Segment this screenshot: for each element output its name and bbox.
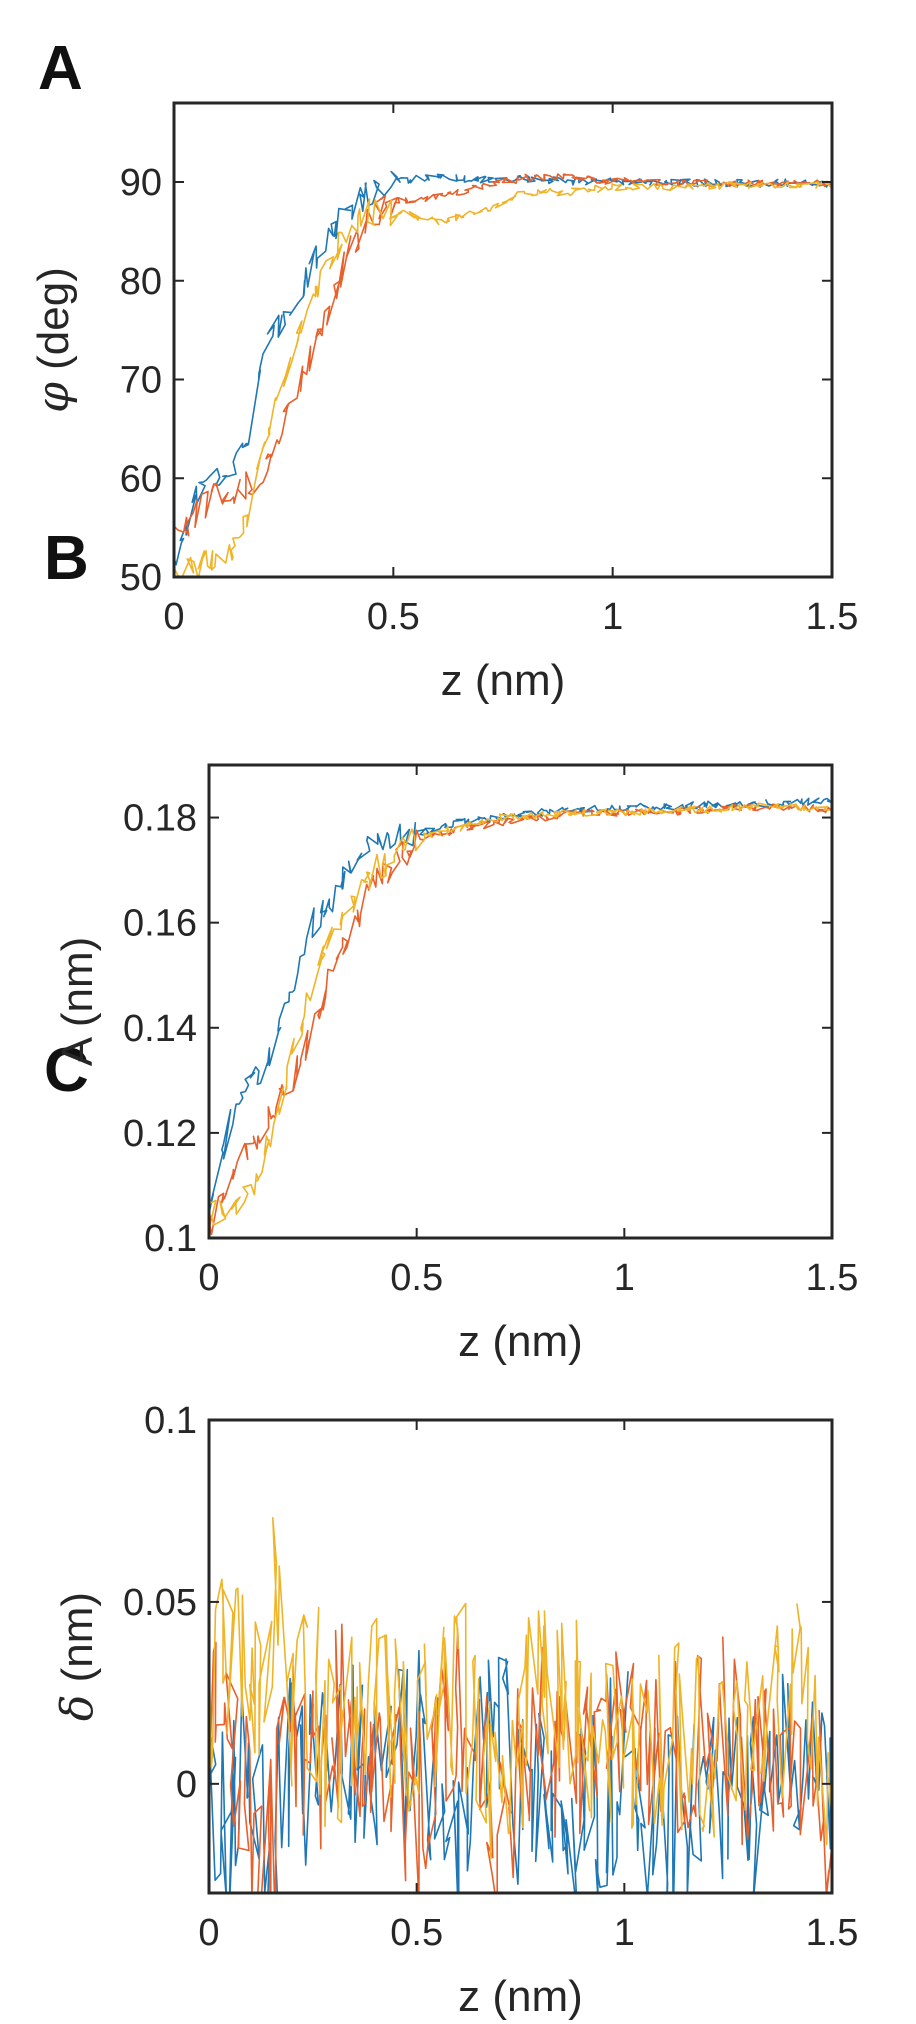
y-axis-symbol: φ <box>28 382 79 413</box>
y-tick-label: 80 <box>120 261 162 303</box>
x-tick-label: 0 <box>198 1912 219 1954</box>
y-tick-label: 0 <box>176 1764 197 1806</box>
y-tick-label: 0.05 <box>123 1582 197 1624</box>
x-tick-label: 0 <box>163 596 184 638</box>
panel-label-b: B <box>44 524 89 593</box>
series-line-1 <box>209 797 832 1214</box>
series-line-1 <box>174 170 829 566</box>
y-tick-label: 0.14 <box>123 1008 197 1050</box>
x-tick-label: 1 <box>614 1257 635 1299</box>
x-axis-label: z (nm) <box>458 1972 583 2021</box>
y-tick-label: 90 <box>120 162 162 204</box>
chart-a: 0 0.5 1 1.5 50 60 70 80 90 z (nm) φ (deg) <box>28 101 859 705</box>
x-axis-label: z (nm) <box>458 1317 583 1366</box>
y-axis-label: δ (nm) <box>52 1592 103 1721</box>
x-tick-label: 0.5 <box>390 1257 443 1299</box>
y-axis-unit: (nm) <box>53 937 102 1040</box>
y-tick-label: 0.18 <box>123 798 197 840</box>
series-line-2 <box>209 803 832 1236</box>
y-tick-label: 0.1 <box>144 1218 197 1260</box>
axes-box <box>207 763 834 1240</box>
x-tick-label: 1 <box>614 1912 635 1954</box>
panel-label-c: C <box>44 1036 89 1105</box>
series-line-3 <box>209 1517 832 1860</box>
y-axis-symbol: A <box>53 1036 102 1066</box>
y-tick-label: 60 <box>120 458 162 500</box>
series-line-3 <box>174 180 832 577</box>
chart-c: 0 0.5 1 1.5 0 0.05 0.1 z (nm) δ (nm) <box>52 1400 858 2021</box>
y-tick-label: 70 <box>120 360 162 402</box>
y-axis-label: A (nm) <box>53 937 102 1067</box>
chart-b: 0 0.5 1 1.5 0.1 0.12 0.14 0.16 0.18 z (nm) A (nm) <box>53 763 859 1366</box>
y-axis-symbol: δ <box>52 1695 103 1722</box>
x-tick-label: 1 <box>602 596 623 638</box>
series-line-3 <box>209 802 832 1226</box>
x-axis-label: z (nm) <box>441 656 566 705</box>
y-axis-label: φ (deg) <box>28 267 79 413</box>
x-tick-label: 0 <box>198 1257 219 1299</box>
panel-label-a: A <box>38 34 83 103</box>
x-tick-label: 1.5 <box>806 1257 859 1299</box>
x-tick-label: 0.5 <box>367 596 420 638</box>
y-tick-label: 0.1 <box>144 1400 197 1442</box>
x-tick-label: 1.5 <box>806 1912 859 1954</box>
y-axis-unit: (deg) <box>29 267 78 382</box>
axes-box <box>172 101 834 579</box>
x-tick-label: 0.5 <box>390 1912 443 1954</box>
x-tick-label: 1.5 <box>806 596 859 638</box>
y-tick-label: 0.12 <box>123 1113 197 1155</box>
y-tick-label: 0.16 <box>123 903 197 945</box>
series-line-2 <box>174 173 832 537</box>
series-line-1 <box>209 1649 832 1893</box>
y-tick-label: 50 <box>120 557 162 599</box>
axes-box <box>207 1418 834 1895</box>
y-axis-unit: (nm) <box>53 1592 102 1695</box>
